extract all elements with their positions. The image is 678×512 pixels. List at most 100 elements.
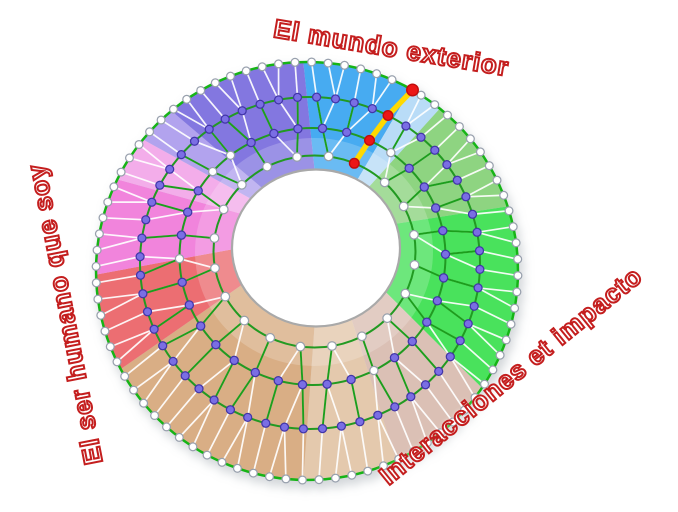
node[interactable] [401, 121, 411, 131]
node[interactable] [218, 204, 229, 215]
node[interactable] [180, 371, 190, 381]
node[interactable] [184, 300, 195, 310]
node[interactable] [349, 98, 359, 108]
node[interactable] [204, 124, 214, 134]
node[interactable] [165, 164, 175, 174]
node[interactable] [416, 90, 426, 100]
node[interactable] [504, 206, 514, 216]
node[interactable] [510, 303, 520, 313]
node[interactable] [236, 179, 247, 190]
node[interactable] [379, 177, 390, 188]
node[interactable] [438, 225, 448, 236]
node[interactable] [116, 167, 126, 177]
node[interactable] [229, 355, 239, 366]
node[interactable] [161, 422, 172, 432]
node[interactable] [177, 277, 187, 288]
node[interactable] [513, 271, 523, 281]
node[interactable] [420, 380, 431, 390]
node[interactable] [96, 310, 106, 320]
node[interactable] [142, 307, 153, 317]
node[interactable] [210, 78, 220, 88]
node[interactable] [138, 289, 148, 299]
node[interactable] [330, 94, 341, 104]
node[interactable] [341, 127, 352, 138]
node[interactable] [323, 151, 334, 162]
node[interactable] [112, 357, 122, 367]
node[interactable] [501, 335, 511, 345]
node[interactable] [499, 190, 509, 200]
node[interactable] [323, 58, 333, 68]
node[interactable] [92, 245, 102, 255]
node[interactable] [445, 352, 455, 362]
node[interactable] [470, 392, 480, 403]
node[interactable] [407, 336, 418, 347]
node[interactable] [373, 410, 383, 420]
node[interactable] [220, 114, 230, 124]
node[interactable] [93, 294, 103, 304]
node[interactable] [168, 104, 179, 114]
node[interactable] [273, 59, 284, 69]
node[interactable] [513, 254, 523, 264]
node[interactable] [475, 264, 485, 275]
node[interactable] [174, 432, 184, 442]
node[interactable] [492, 175, 502, 185]
node[interactable] [281, 474, 291, 484]
node[interactable] [406, 392, 416, 402]
node[interactable] [145, 127, 155, 137]
node[interactable] [279, 422, 290, 432]
node[interactable] [250, 367, 261, 378]
node[interactable] [211, 339, 221, 350]
node[interactable] [432, 296, 443, 306]
node[interactable] [248, 468, 258, 478]
node[interactable] [422, 438, 432, 448]
node[interactable] [150, 410, 160, 421]
node[interactable] [194, 384, 204, 394]
node[interactable] [264, 472, 275, 482]
selected-node[interactable] [348, 157, 360, 169]
node[interactable] [430, 203, 441, 213]
node[interactable] [141, 215, 151, 225]
node[interactable] [398, 201, 409, 212]
node[interactable] [512, 287, 522, 297]
node[interactable] [155, 180, 165, 190]
node[interactable] [367, 103, 377, 114]
node[interactable] [442, 110, 453, 120]
node[interactable] [182, 94, 192, 104]
node[interactable] [307, 57, 317, 67]
node[interactable] [94, 229, 104, 239]
node[interactable] [168, 356, 178, 367]
node[interactable] [237, 106, 247, 116]
node[interactable] [91, 261, 101, 271]
node[interactable] [495, 350, 505, 360]
node[interactable] [239, 315, 250, 326]
node[interactable] [511, 238, 521, 248]
node[interactable] [459, 405, 469, 415]
node[interactable] [195, 321, 206, 331]
node[interactable] [147, 197, 157, 207]
node[interactable] [91, 278, 101, 288]
node[interactable] [322, 379, 332, 389]
node[interactable] [408, 446, 418, 457]
node[interactable] [295, 341, 306, 352]
selected-node[interactable] [364, 134, 376, 146]
node[interactable] [440, 249, 451, 260]
node[interactable] [508, 222, 518, 232]
node[interactable] [506, 319, 516, 329]
node[interactable] [488, 365, 498, 375]
selected-node[interactable] [382, 109, 394, 121]
node[interactable] [135, 251, 145, 262]
node[interactable] [273, 95, 284, 105]
node[interactable] [347, 470, 357, 480]
node[interactable] [103, 197, 113, 207]
node[interactable] [149, 324, 159, 334]
node[interactable] [120, 371, 130, 381]
node[interactable] [336, 421, 347, 431]
node[interactable] [382, 313, 393, 324]
node[interactable] [176, 149, 186, 160]
node[interactable] [311, 92, 322, 102]
node[interactable] [207, 166, 218, 177]
node[interactable] [265, 332, 276, 343]
node[interactable] [209, 395, 219, 405]
node[interactable] [422, 317, 432, 327]
node[interactable] [400, 288, 411, 299]
